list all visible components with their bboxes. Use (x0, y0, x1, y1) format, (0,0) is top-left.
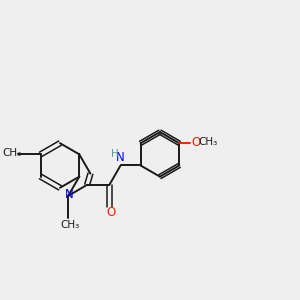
Text: N: N (116, 151, 125, 164)
Text: CH₃: CH₃ (60, 220, 79, 230)
Text: O: O (106, 206, 116, 219)
Text: CH₃: CH₃ (199, 137, 218, 147)
Text: H: H (111, 149, 119, 159)
Text: CH₃: CH₃ (2, 148, 21, 158)
Text: N: N (65, 188, 74, 201)
Text: O: O (192, 136, 201, 149)
